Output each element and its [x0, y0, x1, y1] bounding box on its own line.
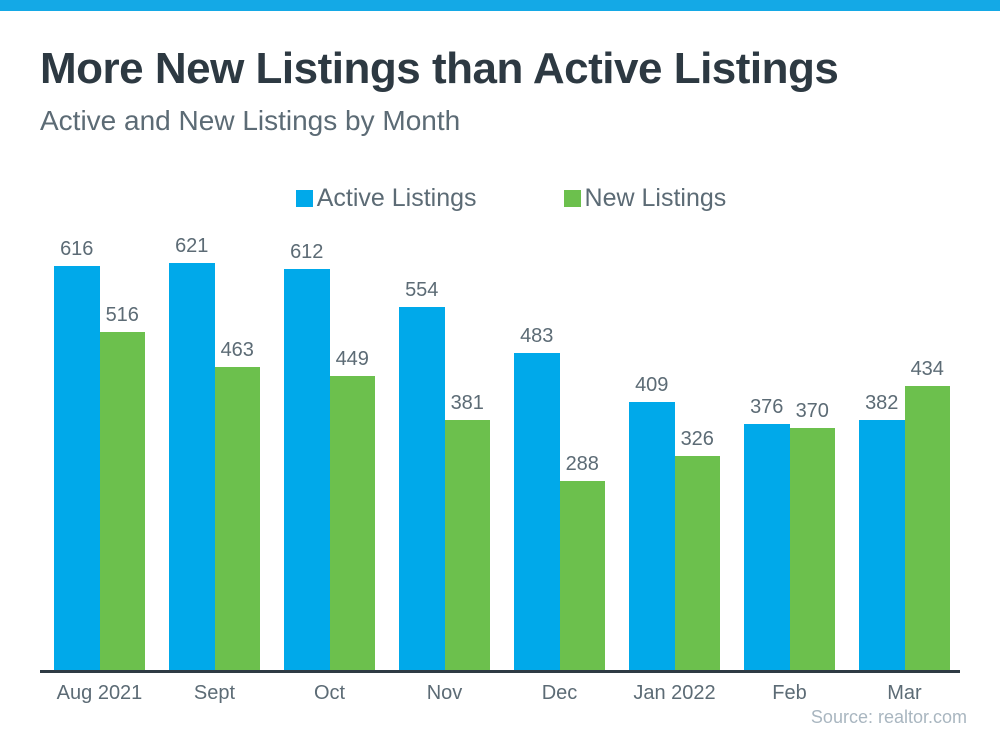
new-listings-bar [674, 456, 720, 670]
bar-value-label: 616 [60, 238, 94, 260]
bar-value-label: 409 [635, 374, 669, 396]
active-listings-bar [169, 263, 215, 670]
bar-col-active-listings: 483 [514, 326, 560, 670]
new-listings-swatch-icon [563, 190, 581, 207]
page-subtitle: Active and New Listings by Month [40, 105, 461, 136]
bar-group-sept: 621 463 [169, 236, 260, 670]
bar-value-label: 326 [680, 428, 714, 450]
x-axis-label-dec: Dec [541, 682, 578, 704]
bar-group-dec: 483 288 [514, 326, 605, 670]
legend-item-active-listings: Active Listings [295, 184, 477, 212]
x-axis-label-sept: Sept [193, 682, 236, 704]
legend-item-new-listings: New Listings [563, 184, 727, 212]
bar-col-active-listings: 616 [54, 239, 100, 670]
bar-value-label: 483 [520, 325, 554, 347]
bar-value-label: 612 [290, 241, 324, 263]
bar-group-mar: 382 434 [859, 359, 950, 670]
bar-col-new-listings: 516 [99, 304, 145, 670]
new-listings-bar [559, 481, 605, 670]
active-listings-bar [284, 269, 330, 670]
new-listings-bar [329, 376, 375, 670]
active-listings-bar [514, 353, 560, 670]
bar-col-active-listings: 376 [744, 397, 790, 670]
legend-label: Active Listings [316, 184, 477, 212]
x-axis-labels: Aug 2021 Sept Oct Nov Dec Jan 2022 Feb Mar [54, 681, 950, 705]
x-axis-label-nov: Nov [426, 682, 463, 704]
active-listings-bar [54, 266, 100, 670]
new-listings-bar [444, 420, 490, 670]
bar-value-label: 382 [865, 392, 899, 414]
bar-col-active-listings: 612 [284, 242, 330, 670]
new-listings-bar [789, 428, 835, 670]
bar-group-jan-2022: 409 326 [629, 375, 720, 670]
x-axis-line [40, 670, 960, 673]
bar-col-new-listings: 463 [214, 339, 260, 670]
bar-col-active-listings: 382 [859, 393, 905, 670]
accent-top-bar [0, 0, 1000, 11]
x-axis-label-jan-2022: Jan 2022 [633, 682, 716, 704]
bar-col-new-listings: 370 [789, 400, 835, 670]
x-axis-label-aug-2021: Aug 2021 [56, 682, 143, 704]
bar-col-active-listings: 554 [399, 280, 445, 670]
active-listings-bar [399, 307, 445, 670]
bar-value-label: 434 [910, 358, 944, 380]
bar-chart-plot: 616 516 621 463 612 449 554 381 483 288 409 326 376 3… [54, 228, 950, 670]
bar-group-aug-2021: 616 516 [54, 239, 145, 670]
bar-value-label: 463 [220, 339, 254, 361]
bar-group-nov: 554 381 [399, 280, 490, 670]
x-axis-label-feb: Feb [772, 682, 807, 704]
new-listings-bar [99, 332, 145, 670]
bar-value-label: 381 [450, 392, 484, 414]
bar-col-new-listings: 449 [329, 348, 375, 670]
bar-col-new-listings: 326 [674, 428, 720, 670]
new-listings-bar [904, 386, 950, 670]
bar-value-label: 449 [335, 348, 369, 370]
legend-label: New Listings [584, 184, 727, 212]
active-listings-bar [859, 420, 905, 670]
source-credit: Source: realtor.com [810, 707, 967, 727]
active-listings-bar [629, 402, 675, 670]
bar-col-new-listings: 381 [444, 392, 490, 670]
bar-col-active-listings: 621 [169, 236, 215, 670]
bar-value-label: 288 [565, 453, 599, 475]
active-listings-swatch-icon [295, 190, 313, 207]
x-axis-label-oct: Oct [313, 682, 346, 704]
bar-col-active-listings: 409 [629, 375, 675, 670]
bar-col-new-listings: 288 [559, 453, 605, 670]
bar-value-label: 621 [175, 235, 209, 257]
bar-group-feb: 376 370 [744, 397, 835, 670]
new-listings-bar [214, 367, 260, 670]
bar-value-label: 376 [750, 396, 784, 418]
bar-col-new-listings: 434 [904, 358, 950, 670]
x-axis-label-mar: Mar [887, 682, 922, 704]
page-title: More New Listings than Active Listings [40, 44, 839, 93]
bar-value-label: 516 [105, 304, 139, 326]
active-listings-bar [744, 424, 790, 670]
bar-group-oct: 612 449 [284, 242, 375, 670]
chart-legend: Active Listings New Listings [11, 186, 1000, 211]
bar-value-label: 554 [405, 279, 439, 301]
bar-value-label: 370 [795, 400, 829, 422]
